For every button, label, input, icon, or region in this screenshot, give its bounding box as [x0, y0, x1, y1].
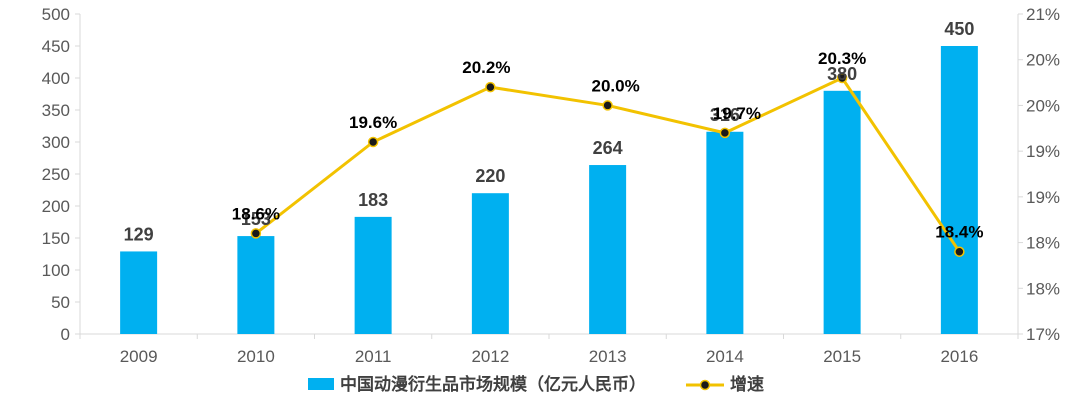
growth-point	[250, 228, 262, 239]
y-right-tick-label: 18%	[1026, 279, 1060, 298]
y-right-tick-label: 21%	[1026, 5, 1060, 24]
y-right-tick-label: 19%	[1026, 188, 1060, 207]
y-left-tick-label: 400	[42, 69, 70, 88]
y-right-tick-label: 17%	[1026, 325, 1060, 344]
y-left-tick-label: 200	[42, 197, 70, 216]
growth-value-label: 20.2%	[462, 58, 510, 77]
bar-market-size	[823, 90, 861, 334]
x-tick-label: 2015	[823, 347, 861, 366]
x-tick-label: 2009	[120, 347, 158, 366]
bar-value-label: 220	[475, 166, 505, 186]
bar-value-label: 264	[593, 138, 623, 158]
x-tick-label: 2012	[471, 347, 509, 366]
legend-bar-label: 中国动漫衍生品市场规模（亿元人民币）	[340, 374, 646, 394]
legend-line-label: 增速	[730, 374, 764, 394]
growth-point	[836, 72, 848, 84]
growth-value-label: 18.6%	[232, 204, 280, 223]
y-left-tick-label: 150	[42, 229, 70, 248]
growth-point	[602, 100, 613, 111]
x-tick-label: 2010	[237, 347, 275, 366]
y-left-tick-label: 450	[42, 37, 70, 56]
axes-layer: 0 50 100 150 200 250 300 350 400 450 500 17% 18% 18% 1…	[42, 5, 1060, 366]
growth-point	[719, 127, 731, 139]
y-right-tick-label: 20%	[1026, 51, 1060, 70]
y-left-tick-label: 300	[42, 133, 70, 152]
growth-point	[485, 81, 496, 93]
growth-value-label: 20.0%	[592, 76, 640, 95]
growth-value-label: 20.3%	[818, 49, 866, 68]
y-left-tick-label: 0	[61, 325, 70, 344]
bar-market-size	[589, 165, 627, 334]
legend-bar-swatch	[308, 378, 334, 390]
growth-point	[954, 246, 965, 257]
bar-value-label: 129	[124, 224, 154, 244]
bar-value-label: 316	[710, 105, 740, 125]
x-tick-label: 2014	[706, 347, 744, 366]
growth-line-layer	[250, 72, 965, 257]
growth-value-label: 19.7%	[713, 104, 761, 123]
bar-market-size	[471, 193, 509, 334]
bar-market-size	[237, 236, 275, 334]
bar-market-size	[354, 216, 392, 334]
x-tick-label: 2013	[589, 347, 627, 366]
y-left-tick-label: 50	[51, 293, 70, 312]
bar-value-label: 153	[241, 209, 271, 229]
x-tick-label: 2016	[940, 347, 978, 366]
growth-value-label: 19.6%	[349, 113, 397, 132]
bar-value-label: 380	[827, 64, 857, 84]
y-right-tick-label: 19%	[1026, 142, 1060, 161]
bar-market-size	[120, 251, 158, 334]
x-tick-label: 2011	[355, 347, 392, 366]
bar-value-label: 450	[944, 19, 974, 39]
legend-line-marker	[699, 379, 711, 391]
legend: 中国动漫衍生品市场规模（亿元人民币） 增速	[308, 374, 764, 394]
growth-value-label: 18.4%	[935, 223, 983, 242]
bars-layer	[120, 46, 978, 334]
growth-point	[367, 136, 379, 148]
data-labels-layer: 129 153 183 220 264 316 380 450 18.6% 19.6% 20.2% 2…	[124, 19, 984, 244]
y-right-tick-label: 20%	[1026, 96, 1060, 115]
y-left-tick-label: 100	[42, 261, 70, 280]
bar-market-size	[940, 46, 978, 334]
bar-market-size	[706, 131, 744, 334]
y-left-tick-label: 500	[42, 5, 70, 24]
bar-value-label: 183	[358, 190, 388, 210]
y-left-tick-label: 350	[42, 101, 70, 120]
y-right-tick-label: 18%	[1026, 234, 1060, 253]
y-left-tick-label: 250	[42, 165, 70, 184]
